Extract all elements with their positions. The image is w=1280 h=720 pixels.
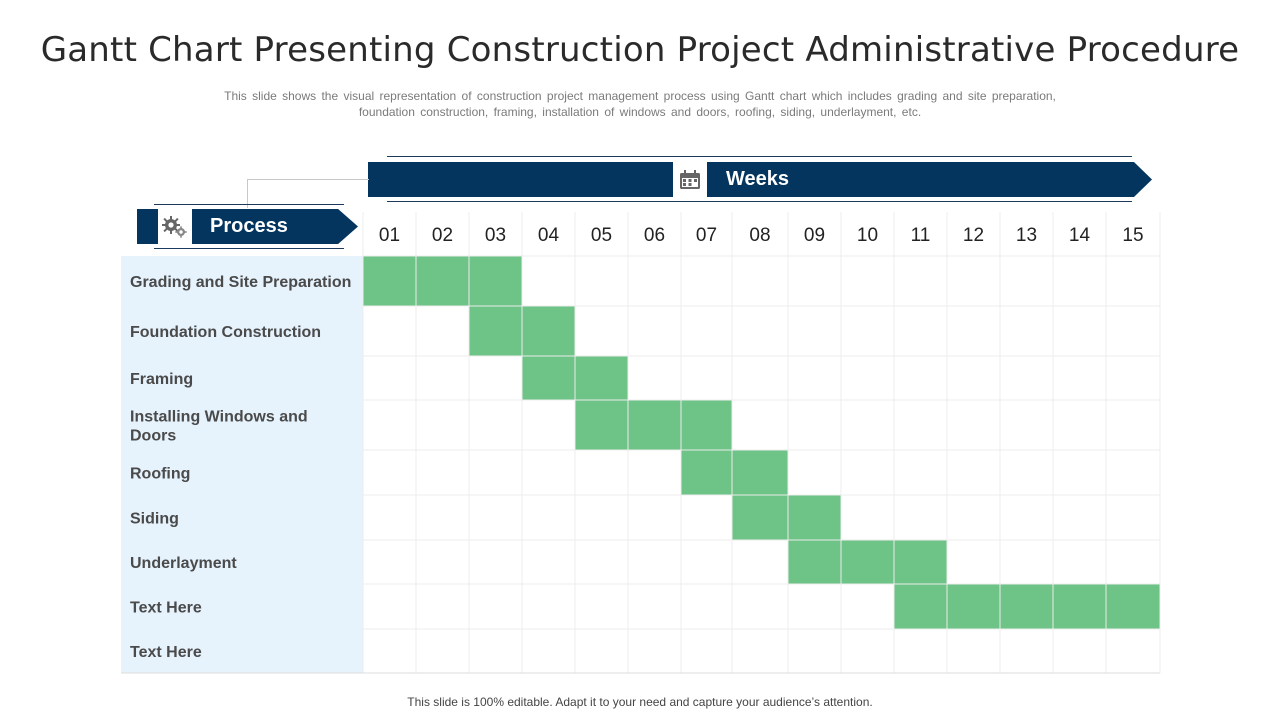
week-label: 03	[485, 225, 506, 246]
week-label: 08	[749, 225, 770, 246]
task-label: Roofing	[130, 466, 190, 483]
subtitle-line-2: foundation construction, framing, instal…	[358, 105, 922, 119]
weeks-label: Weeks	[726, 168, 790, 190]
week-label: 09	[804, 225, 825, 246]
weeks-banner-bottom-line	[387, 201, 1132, 202]
banner-connector	[247, 179, 369, 208]
week-label: 04	[538, 225, 560, 246]
gantt-bar-cell	[732, 450, 788, 495]
calendar-icon	[680, 169, 700, 189]
process-banner-top-line	[154, 204, 344, 205]
task-label: Grading and Site Preparation	[130, 274, 351, 291]
gantt-bar-cell	[522, 356, 575, 400]
weeks-banner	[368, 162, 1152, 197]
process-column-bg	[121, 256, 363, 673]
gantt-bar-cell	[947, 584, 1000, 629]
week-label: 15	[1122, 225, 1143, 246]
footer-note: This slide is 100% editable. Adapt it to…	[407, 695, 873, 709]
gantt-bar-cell	[681, 450, 732, 495]
task-label: Siding	[130, 511, 179, 528]
gantt-bar-cell	[841, 540, 894, 584]
gantt-bar-cell	[1000, 584, 1053, 629]
gantt-bar-cell	[732, 495, 788, 540]
gantt-bar-cell	[894, 584, 947, 629]
gantt-bar-cell	[788, 540, 841, 584]
gantt-bar-cell	[469, 256, 522, 306]
task-label: Framing	[130, 371, 193, 388]
week-label: 07	[696, 225, 717, 246]
subtitle-line-1: This slide shows the visual representati…	[224, 89, 1056, 103]
page-title: Gantt Chart Presenting Construction Proj…	[40, 30, 1240, 70]
week-label: 01	[379, 225, 400, 246]
week-label: 05	[591, 225, 612, 246]
page-subtitle: This slide shows the visual representati…	[190, 88, 1090, 120]
gantt-bar-cell	[628, 400, 681, 450]
process-banner-bottom-line	[154, 248, 344, 249]
gantt-bar-cell	[363, 256, 416, 306]
weeks-banner-top-line	[387, 156, 1132, 157]
gantt-bar-cell	[788, 495, 841, 540]
gantt-bar-cell	[575, 400, 628, 450]
gantt-bar-cell	[681, 400, 732, 450]
gantt-bar-cell	[416, 256, 469, 306]
week-label: 10	[857, 225, 878, 246]
gantt-bar-cell	[575, 356, 628, 400]
gantt-bar-cell	[522, 306, 575, 356]
process-icon-box	[158, 209, 192, 244]
week-label: 11	[911, 225, 931, 246]
week-label: 13	[1016, 225, 1037, 246]
task-label: Installing Windows and Doors	[130, 409, 308, 445]
task-label: Underlayment	[130, 555, 237, 572]
gantt-bar-cell	[1106, 584, 1160, 629]
task-label: Foundation Construction	[130, 324, 321, 341]
week-label: 02	[432, 225, 453, 246]
gantt-bar-cell	[469, 306, 522, 356]
week-label: 14	[1069, 225, 1091, 246]
week-label: 12	[963, 225, 984, 246]
gantt-bar-cell	[894, 540, 947, 584]
gantt-bar-cell	[1053, 584, 1106, 629]
task-label: Text Here	[130, 600, 202, 617]
task-label: Text Here	[130, 644, 202, 661]
week-label: 06	[644, 225, 665, 246]
process-label: Process	[210, 215, 288, 237]
gears-icon	[162, 215, 187, 238]
weeks-icon-box	[673, 162, 707, 197]
